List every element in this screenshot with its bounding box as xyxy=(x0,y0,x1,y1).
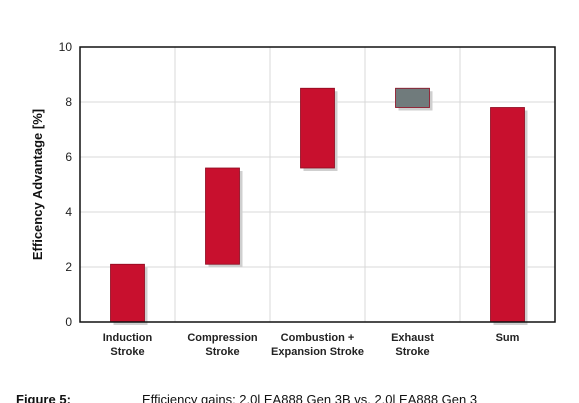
bar-4 xyxy=(395,87,430,108)
bars-group xyxy=(110,87,528,325)
bar-5 xyxy=(490,107,525,323)
y-tick-labels: 0 2 4 6 8 10 xyxy=(59,40,73,329)
bar-3 xyxy=(300,87,335,169)
y-tick-label: 10 xyxy=(59,40,73,54)
x-category-label: Compression Stroke xyxy=(187,332,258,358)
figure-caption-text: Efficiency gains: 2.0l EA888 Gen 3B vs. … xyxy=(142,392,478,403)
y-tick-label: 0 xyxy=(65,315,72,329)
waterfall-chart: 0 2 4 6 8 10 Induction Stroke Compression Stroke… xyxy=(30,40,556,358)
x-category-label: Induction Stroke xyxy=(103,332,153,358)
bar-2 xyxy=(205,167,240,265)
bar-1 xyxy=(110,263,145,323)
x-category-label: Combustion + Expansion Stroke xyxy=(271,332,364,358)
x-category-label: Exhaust Stroke xyxy=(391,332,434,358)
plot-frame xyxy=(79,46,556,323)
figure-label: Figure 5: xyxy=(16,392,71,403)
y-tick-label: 4 xyxy=(65,205,72,219)
y-tick-label: 6 xyxy=(65,150,72,164)
y-tick-label: 2 xyxy=(65,260,72,274)
x-category-label: Sum xyxy=(496,332,520,344)
figure-caption: Figure 5: Efficiency gains: 2.0l EA888 Ge… xyxy=(16,392,579,403)
y-tick-label: 8 xyxy=(65,95,72,109)
y-axis-label: Efficency Advantage [%] xyxy=(30,109,45,260)
x-category-labels: Induction Stroke Compression Stroke Combusti… xyxy=(103,332,520,358)
